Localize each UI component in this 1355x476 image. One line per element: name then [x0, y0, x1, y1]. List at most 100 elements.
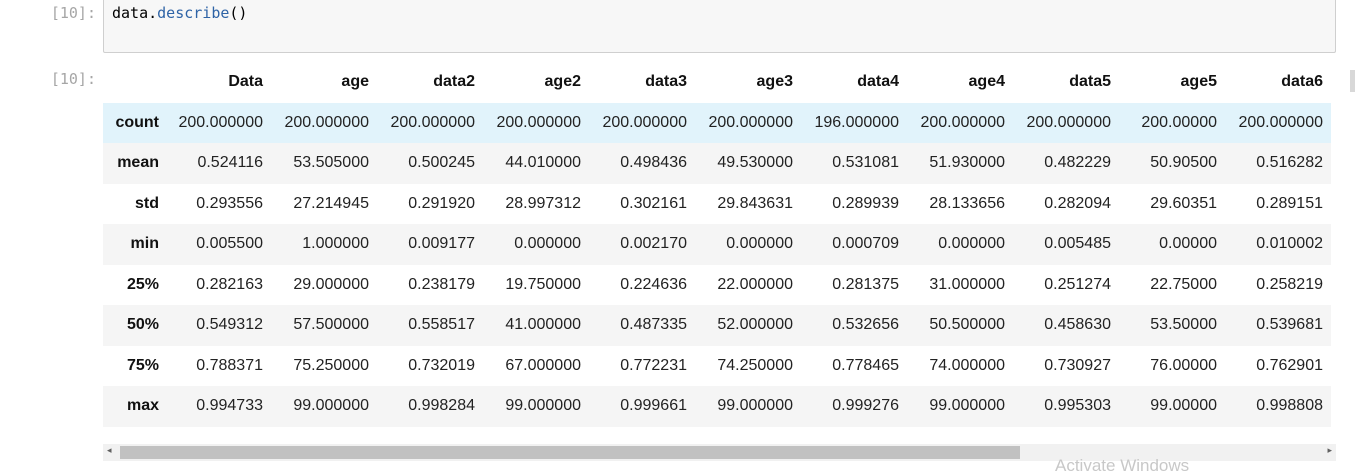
table-cell: 200.000000 [496, 113, 581, 131]
table-cell: 28.133656 [929, 194, 1005, 212]
table-cell: 0.730927 [1044, 356, 1111, 374]
table-cell: 0.998284 [408, 397, 475, 415]
table-cell: 75.250000 [293, 356, 369, 374]
table-cell: 0.788371 [196, 356, 263, 374]
table-row: 75% 0.788371 75.250000 0.732019 67.000000 0.7… [103, 345, 1331, 386]
table-cell: 44.010000 [505, 154, 581, 172]
table-cell: 0.282094 [1044, 194, 1111, 212]
table-cell: 53.505000 [293, 154, 369, 172]
table-cell: 74.000000 [929, 356, 1005, 374]
scroll-left-icon[interactable]: ◂ [107, 446, 112, 456]
column-header: data4 [857, 73, 899, 91]
table-cell: 200.000000 [390, 113, 475, 131]
table-cell: 0.539681 [1256, 316, 1323, 334]
table-cell: 99.000000 [929, 397, 1005, 415]
row-label: min [130, 235, 159, 253]
scroll-right-icon[interactable]: ▸ [1327, 446, 1332, 456]
table-cell: 0.224636 [620, 275, 687, 293]
table-cell: 0.762901 [1256, 356, 1323, 374]
vertical-scroll-thumb[interactable] [1350, 70, 1355, 92]
table-cell: 52.000000 [717, 316, 793, 334]
index-header [103, 62, 167, 103]
table-cell: 0.995303 [1044, 397, 1111, 415]
table-cell: 22.75000 [1150, 275, 1217, 293]
table-cell: 29.60351 [1150, 194, 1217, 212]
table-cell: 50.500000 [929, 316, 1005, 334]
code-input-cell[interactable]: data.describe() [103, 0, 1336, 53]
column-header: age3 [756, 73, 793, 91]
output-area: Data age data2 age2 data3 age3 data4 age4 data5 a… [103, 62, 1336, 437]
table-cell: 0.302161 [620, 194, 687, 212]
column-header: age [341, 73, 369, 91]
table-header-row: Data age data2 age2 data3 age3 data4 age4 data5 a… [103, 62, 1331, 103]
table-cell: 0.289151 [1256, 194, 1323, 212]
table-cell: 53.50000 [1150, 316, 1217, 334]
table-cell: 0.998808 [1256, 397, 1323, 415]
table-cell: 0.772231 [620, 356, 687, 374]
table-cell: 29.843631 [717, 194, 793, 212]
scroll-thumb[interactable] [120, 446, 1020, 459]
table-row: 50% 0.549312 57.500000 0.558517 41.000000 0.4… [103, 305, 1331, 346]
table-cell: 0.291920 [408, 194, 475, 212]
column-header: Data [228, 73, 263, 91]
table-cell: 200.000000 [178, 113, 263, 131]
horizontal-scrollbar[interactable]: ◂ ▸ [103, 444, 1336, 461]
column-header: age4 [968, 73, 1005, 91]
table-row: std 0.293556 27.214945 0.291920 28.997312 0.3… [103, 183, 1331, 224]
column-header: data6 [1281, 73, 1323, 91]
table-cell: 57.500000 [293, 316, 369, 334]
table-row: min 0.005500 1.000000 0.009177 0.000000 0.002… [103, 224, 1331, 265]
table-cell: 0.293556 [196, 194, 263, 212]
table-body: count 200.000000 200.000000 200.000000 200.0… [103, 102, 1331, 427]
table-cell: 0.010002 [1256, 235, 1323, 253]
table-cell: 99.00000 [1150, 397, 1217, 415]
table-cell: 0.000709 [832, 235, 899, 253]
table-cell: 0.498436 [620, 154, 687, 172]
table-cell: 49.530000 [717, 154, 793, 172]
table-cell: 200.00000 [1141, 113, 1217, 131]
table-cell: 51.930000 [929, 154, 1005, 172]
column-header: data2 [433, 73, 475, 91]
table-cell: 196.000000 [814, 113, 899, 131]
table-cell: 0.558517 [408, 316, 475, 334]
activate-windows-watermark: Activate Windows [1055, 456, 1190, 475]
table-cell: 22.000000 [717, 275, 793, 293]
table-cell: 29.000000 [293, 275, 369, 293]
table-cell: 0.000000 [514, 235, 581, 253]
column-header: age5 [1180, 73, 1217, 91]
table-cell: 0.532656 [832, 316, 899, 334]
column-header: age2 [544, 73, 581, 91]
row-label: max [126, 397, 159, 415]
table-cell: 28.997312 [505, 194, 581, 212]
describe-table: Data age data2 age2 data3 age3 data4 age4 data5 a… [103, 62, 1331, 427]
table-cell: 50.90500 [1150, 154, 1217, 172]
table-cell: 0.999661 [620, 397, 687, 415]
table-row: count 200.000000 200.000000 200.000000 200.0… [103, 102, 1331, 143]
row-label: count [115, 113, 159, 131]
input-prompt: [10]: [50, 4, 96, 22]
table-cell: 0.000000 [938, 235, 1005, 253]
table-cell: 0.005485 [1044, 235, 1111, 253]
table-cell: 0.994733 [196, 397, 263, 415]
row-label: 25% [126, 275, 159, 293]
table-cell: 0.500245 [408, 154, 475, 172]
column-header: data3 [645, 73, 687, 91]
table-cell: 0.487335 [620, 316, 687, 334]
table-cell: 76.00000 [1150, 356, 1217, 374]
table-row: mean 0.524116 53.505000 0.500245 44.010000 0.… [103, 143, 1331, 184]
table-cell: 0.516282 [1256, 154, 1323, 172]
table-cell: 200.000000 [284, 113, 369, 131]
table-cell: 0.999276 [832, 397, 899, 415]
table-cell: 200.000000 [1238, 113, 1323, 131]
table-cell: 0.524116 [197, 154, 263, 172]
table-row: max 0.994733 99.000000 0.998284 99.000000 0.9… [103, 386, 1331, 427]
column-header: data5 [1069, 73, 1111, 91]
table-cell: 0.531081 [832, 154, 899, 172]
table-cell: 0.281375 [832, 275, 899, 293]
table-cell: 0.002170 [620, 235, 687, 253]
table-cell: 200.000000 [1026, 113, 1111, 131]
code-text: data.describe() [112, 4, 248, 22]
row-label: 75% [126, 356, 159, 374]
table-row: 25% 0.282163 29.000000 0.238179 19.750000 0.2… [103, 264, 1331, 305]
table-cell: 0.251274 [1044, 275, 1111, 293]
